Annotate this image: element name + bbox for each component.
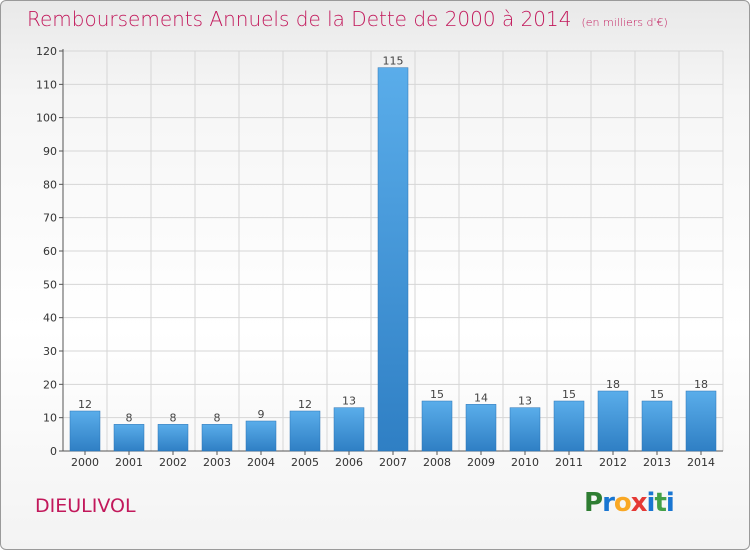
logo-letter: P (584, 488, 603, 518)
x-tick-label: 2005 (291, 456, 319, 469)
value-label: 12 (78, 398, 92, 411)
x-tick-label: 2010 (511, 456, 539, 469)
bar (289, 410, 321, 452)
bar (553, 400, 585, 452)
bar (201, 424, 233, 452)
value-label: 18 (606, 378, 620, 391)
y-tick-label: 120 (36, 45, 57, 58)
value-label: 115 (383, 55, 404, 68)
bar (333, 407, 365, 452)
chart-title: Remboursements Annuels de la Dette de 20… (27, 7, 668, 31)
x-tick-label: 2008 (423, 456, 451, 469)
bar (421, 400, 453, 452)
bars (69, 67, 717, 452)
value-label: 8 (170, 411, 177, 424)
y-tick-label: 80 (43, 178, 57, 191)
bar (465, 404, 497, 452)
value-label: 18 (694, 378, 708, 391)
logo-letter: o (613, 488, 632, 518)
x-tick-label: 2013 (643, 456, 671, 469)
x-tick-label: 2011 (555, 456, 583, 469)
x-tick-label: 2007 (379, 456, 407, 469)
city-name: DIEULIVOL (35, 495, 136, 517)
y-tick-label: 50 (43, 278, 57, 291)
x-tick-label: 2004 (247, 456, 275, 469)
y-tick-label: 0 (50, 445, 57, 458)
value-label: 15 (650, 388, 664, 401)
value-label: 14 (474, 391, 488, 404)
x-tick-label: 2003 (203, 456, 231, 469)
labels: 12 8 8 8 9 12 13 115 15 14 13 15 18 15 18 (78, 55, 708, 425)
logo-letter: i (646, 488, 656, 518)
y-tick-label: 10 (43, 412, 57, 425)
bar (377, 67, 409, 452)
proxiti-logo[interactable]: Proxiti (584, 488, 675, 518)
bar (69, 410, 101, 452)
bar (509, 407, 541, 452)
value-label: 13 (342, 395, 356, 408)
y-tick-label: 60 (43, 245, 57, 258)
value-label: 8 (126, 411, 133, 424)
bar (641, 400, 673, 452)
value-label: 15 (562, 388, 576, 401)
y-tick-label: 90 (43, 145, 57, 158)
bar (597, 390, 629, 452)
y-tick-label: 110 (36, 78, 57, 91)
bar (245, 420, 277, 452)
x-tick-label: 2001 (115, 456, 143, 469)
logo-letter: t (654, 488, 666, 518)
y-tick-label: 40 (43, 312, 57, 325)
x-tick-label: 2014 (687, 456, 715, 469)
chart-subtitle: (en milliers d'€) (581, 16, 668, 29)
logo-letter: x (630, 488, 648, 518)
y-tick-label: 20 (43, 378, 57, 391)
x-tick-label: 2009 (467, 456, 495, 469)
bar (157, 424, 189, 452)
value-label: 8 (214, 411, 221, 424)
x-tick-label: 2006 (335, 456, 363, 469)
x-tick-label: 2002 (159, 456, 187, 469)
x-tick-label: 2000 (71, 456, 99, 469)
value-label: 15 (430, 388, 444, 401)
bar (113, 424, 145, 452)
chart-title-text: Remboursements Annuels de la Dette de 20… (27, 7, 572, 31)
x-tick-label: 2012 (599, 456, 627, 469)
bar (685, 390, 717, 452)
value-label: 12 (298, 398, 312, 411)
y-tick-label: 30 (43, 345, 57, 358)
y-tick-label: 100 (36, 112, 57, 125)
value-label: 9 (258, 408, 265, 421)
logo-letter: i (665, 488, 675, 518)
logo-letter: r (602, 488, 615, 518)
value-label: 13 (518, 395, 532, 408)
y-tick-label: 70 (43, 212, 57, 225)
